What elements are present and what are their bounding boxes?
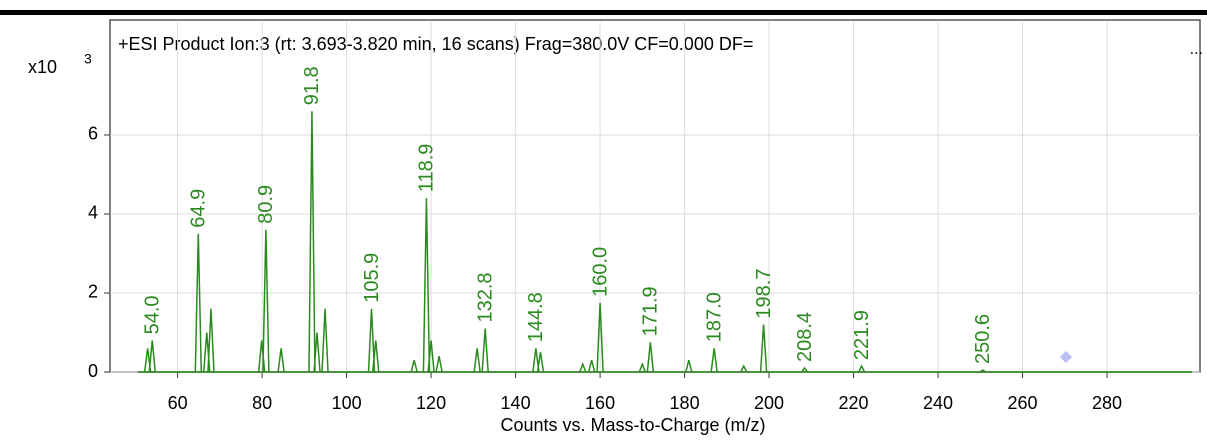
peak-label: 144.8 bbox=[525, 292, 547, 342]
x-tick-label: 260 bbox=[1008, 393, 1038, 413]
x-tick-label: 240 bbox=[923, 393, 953, 413]
peak-label: 105.9 bbox=[361, 253, 383, 303]
peak bbox=[410, 359, 418, 373]
peak bbox=[759, 324, 768, 373]
peak bbox=[685, 359, 693, 373]
x-tick-label: 160 bbox=[585, 393, 615, 413]
peak-label: 91.8 bbox=[301, 66, 323, 105]
peak-label: 171.9 bbox=[640, 286, 662, 336]
peak bbox=[262, 229, 270, 373]
peak-label: 118.9 bbox=[416, 144, 438, 193]
peak bbox=[367, 308, 376, 373]
chart-title: +ESI Product Ion:3 (rt: 3.693-3.820 min,… bbox=[118, 34, 753, 54]
peak bbox=[481, 328, 489, 373]
peak-label: 80.9 bbox=[255, 185, 277, 224]
peak bbox=[638, 361, 647, 373]
peak bbox=[710, 348, 718, 373]
peak-label: 132.8 bbox=[474, 272, 496, 322]
peak bbox=[800, 366, 809, 373]
x-tick-label: 100 bbox=[332, 393, 362, 413]
cursor-marker[interactable] bbox=[1060, 351, 1072, 363]
peak bbox=[194, 233, 203, 373]
peak bbox=[473, 348, 481, 373]
x-tick-label: 220 bbox=[839, 393, 869, 413]
x-tick-label: 280 bbox=[1092, 393, 1122, 413]
x-tick-label: 140 bbox=[501, 393, 531, 413]
peak bbox=[435, 356, 443, 373]
peak bbox=[277, 348, 285, 373]
peak-label: 187.0 bbox=[703, 292, 725, 342]
peak bbox=[321, 308, 329, 373]
x-tick-label: 200 bbox=[754, 393, 784, 413]
peak-label: 250.6 bbox=[972, 314, 994, 364]
peak bbox=[427, 340, 435, 373]
peak bbox=[371, 340, 380, 373]
peak-label: 198.7 bbox=[753, 269, 775, 319]
title-more[interactable]: ... bbox=[1190, 41, 1203, 58]
peak-label: 208.4 bbox=[794, 312, 816, 362]
x-tick-label: 80 bbox=[252, 393, 272, 413]
peak bbox=[308, 111, 316, 373]
x-tick-label: 60 bbox=[168, 393, 188, 413]
y-multiplier: x10 bbox=[28, 57, 57, 77]
peak bbox=[646, 342, 655, 373]
peak bbox=[587, 359, 596, 373]
peak bbox=[857, 364, 866, 373]
x-axis-label: Counts vs. Mass-to-Charge (m/z) bbox=[500, 415, 765, 435]
peak bbox=[422, 198, 431, 373]
peak-label: 64.9 bbox=[188, 189, 210, 228]
y-tick-label: 6 bbox=[88, 124, 98, 144]
x-tick-label: 180 bbox=[670, 393, 700, 413]
peak bbox=[313, 332, 321, 373]
peak bbox=[148, 340, 156, 373]
y-tick-label: 0 bbox=[88, 361, 98, 381]
peak bbox=[532, 348, 540, 373]
peak bbox=[979, 369, 987, 373]
peak bbox=[740, 364, 748, 373]
peak-label: 221.9 bbox=[851, 310, 873, 360]
peak-label: 160.0 bbox=[589, 247, 611, 297]
peak bbox=[207, 308, 215, 373]
y-tick-label: 2 bbox=[88, 282, 98, 302]
y-exponent: 3 bbox=[84, 51, 92, 67]
peak-label: 54.0 bbox=[142, 295, 164, 334]
peak bbox=[596, 302, 604, 373]
peak bbox=[536, 352, 545, 373]
peak bbox=[579, 361, 587, 373]
x-tick-label: 120 bbox=[416, 393, 446, 413]
y-tick-label: 4 bbox=[88, 203, 98, 223]
top-bar bbox=[0, 10, 1207, 15]
